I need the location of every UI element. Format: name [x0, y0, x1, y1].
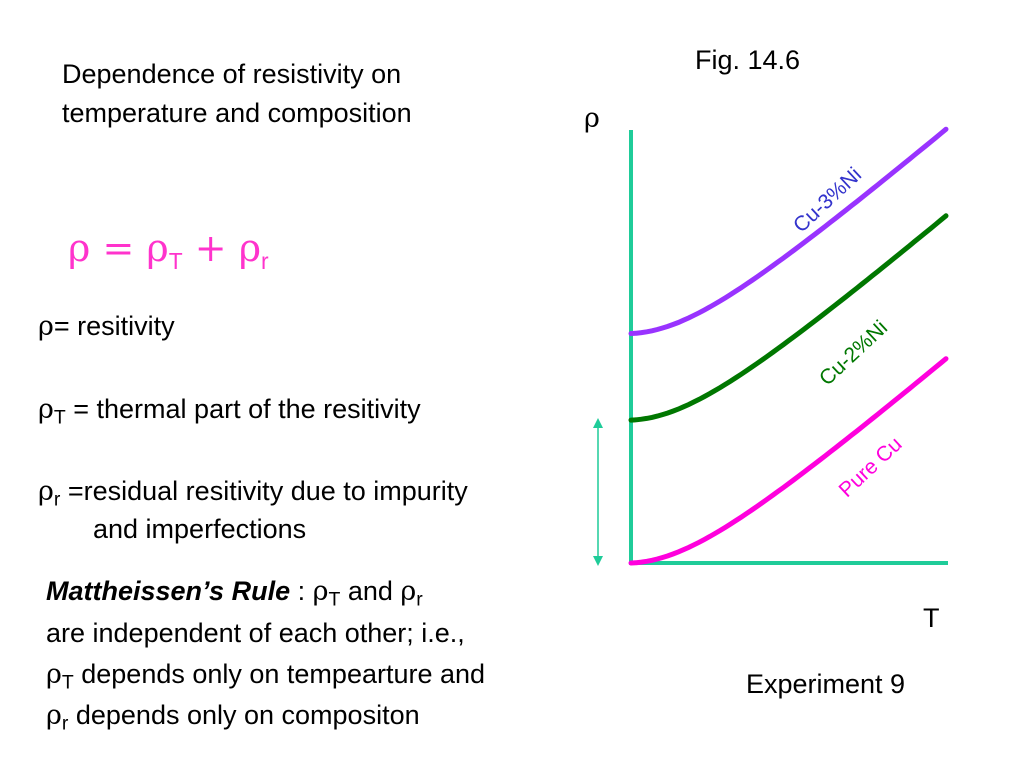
formula-rho-t: ρ — [146, 226, 169, 270]
rule-colon: : — [290, 576, 313, 606]
series-label-cu-3-ni: Cu-3%Ni — [789, 163, 866, 237]
resistivity-formula: ρ = ρT + ρr — [68, 226, 269, 275]
rule-line4-symbol: ρ — [46, 700, 62, 731]
def-rho-r-symbol: ρ — [38, 476, 54, 507]
series-layer: Cu-3%Ni Cu-2%Ni Pure Cu — [628, 126, 949, 566]
rule-line4-subscript: r — [61, 712, 69, 735]
series-label-cu-2-ni: Cu-2%Ni — [815, 316, 892, 390]
series-line-cu-2-ni — [628, 213, 949, 423]
rule-rho-r-subscript: r — [416, 588, 423, 611]
rule-rho-t-subscript: T — [328, 588, 341, 611]
rule-rho-r-symbol: ρ — [400, 576, 417, 607]
figure-label: Fig. 14.6 — [695, 45, 801, 75]
rule-line-1: Mattheissen’s Rule : ρT and ρr — [46, 575, 423, 615]
series-line-cu-3-ni — [628, 126, 949, 336]
def-rho-t-subscript: T — [53, 406, 66, 429]
rule-name: Mattheissen’s Rule — [46, 576, 291, 606]
def-rho-t-symbol: ρ — [38, 394, 54, 425]
formula-equals: = — [102, 226, 135, 270]
x-axis-label: T — [923, 603, 940, 633]
def-rho-r-text: =residual resitivity due to impurity — [60, 476, 468, 506]
formula-rho-r: ρ — [238, 226, 262, 270]
rule-line-4: ρr depends only on compositon — [46, 699, 420, 739]
page-title: Dependence of resistivity on temperature… — [62, 55, 412, 133]
rule-line3-text: depends only on tempearture and — [73, 659, 486, 689]
rule-rho-t-symbol: ρ — [312, 576, 329, 607]
definition-rho-r: ρr =residual resitivity due to impurity — [38, 475, 468, 515]
formula-sub-t: T — [168, 247, 183, 274]
formula-sub-r: r — [261, 247, 269, 274]
definition-rho: ρ= resitivity — [38, 310, 175, 343]
rule-line3-symbol: ρ — [46, 659, 62, 690]
rule-line3-subscript: T — [61, 671, 74, 694]
definition-rho-t: ρT = thermal part of the resitivity — [38, 393, 421, 433]
rule-line4-text: depends only on compositon — [68, 700, 420, 730]
def-rho-t-text: = thermal part of the resitivity — [65, 394, 421, 424]
rule-and: and — [340, 576, 401, 606]
title-line-1: Dependence of resistivity on — [62, 59, 402, 89]
y-axis-label: ρ — [584, 103, 600, 134]
rule-line-2: are independent of each other; i.e., — [46, 618, 465, 648]
series-line-pure-cu — [628, 356, 949, 566]
formula-plus: + — [194, 226, 227, 270]
def-rho-symbol: ρ — [38, 311, 54, 342]
def-rho-r-subscript: r — [53, 488, 61, 511]
experiment-label: Experiment 9 — [746, 669, 906, 699]
series-label-pure-cu: Pure Cu — [835, 433, 907, 502]
formula-rho: ρ — [68, 226, 91, 270]
def-rho-text: = resitivity — [53, 311, 175, 341]
definition-rho-r-continuation: and imperfections — [93, 514, 307, 544]
rule-line-3: ρT depends only on tempearture and — [46, 658, 485, 698]
title-line-2: temperature and composition — [62, 98, 412, 128]
